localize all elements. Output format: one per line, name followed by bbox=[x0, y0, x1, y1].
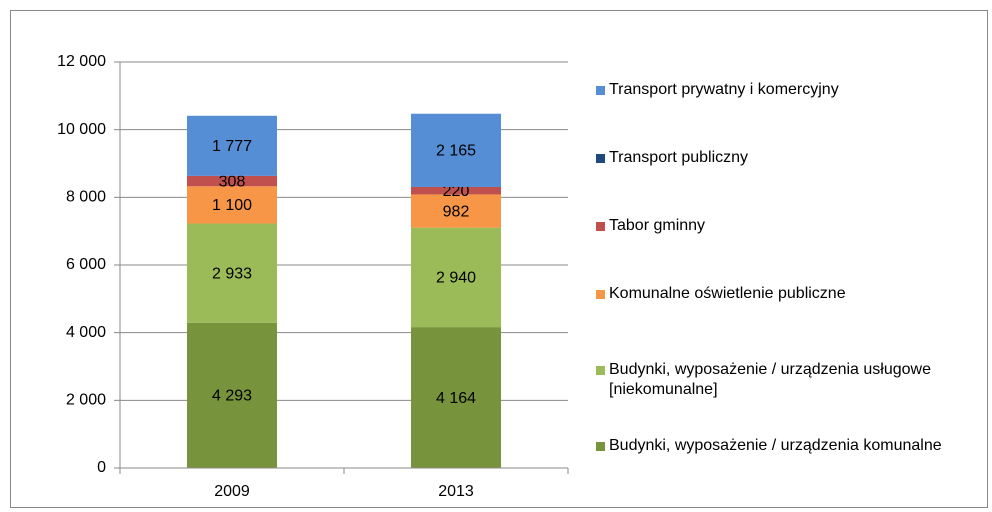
y-tick-label: 2 000 bbox=[66, 392, 106, 409]
bar-segment bbox=[187, 186, 277, 224]
legend-swatch bbox=[596, 86, 605, 95]
legend-label: Transport publiczny bbox=[609, 149, 749, 166]
y-tick-label: 4 000 bbox=[66, 324, 106, 341]
y-tick-label: 8 000 bbox=[66, 189, 106, 206]
legend-item: Budynki, wyposażenie / urządzenia usługo… bbox=[596, 360, 976, 400]
data-label: 2 165 bbox=[436, 143, 476, 160]
legend-item: Transport publiczny bbox=[596, 148, 976, 168]
legend-label: Tabor gminny bbox=[609, 217, 706, 234]
legend-item: Komunalne oświetlenie publiczne bbox=[596, 284, 976, 304]
bar-segment bbox=[187, 223, 277, 323]
data-label: 2 940 bbox=[436, 270, 476, 287]
bar-segment bbox=[187, 175, 277, 187]
legend-swatch bbox=[596, 154, 605, 163]
data-label: 1 777 bbox=[212, 138, 252, 155]
legend-item: Tabor gminny bbox=[596, 216, 976, 236]
y-tick-label: 12 000 bbox=[57, 53, 106, 70]
legend-item: Transport prywatny i komercyjny bbox=[596, 80, 976, 100]
data-label: 2 933 bbox=[212, 265, 252, 282]
legend-swatch bbox=[596, 366, 605, 375]
bar-segment bbox=[187, 115, 277, 176]
data-label: 308 bbox=[219, 173, 246, 190]
bar-segment bbox=[411, 227, 501, 328]
legend-swatch bbox=[596, 442, 605, 451]
data-label: 982 bbox=[443, 203, 470, 220]
bar-segment bbox=[411, 113, 501, 187]
y-tick-label: 6 000 bbox=[66, 256, 106, 273]
bar-segment bbox=[411, 327, 501, 468]
data-label: 220 bbox=[443, 183, 470, 200]
data-label: 4 293 bbox=[212, 388, 252, 405]
data-label: 4 164 bbox=[436, 390, 476, 407]
legend-label: Komunalne oświetlenie publiczne bbox=[609, 285, 846, 302]
legend-swatch bbox=[596, 290, 605, 299]
y-tick-label: 0 bbox=[97, 459, 106, 476]
bar-segment bbox=[187, 322, 277, 468]
legend-label: Budynki, wyposażenie / urządzenia usługo… bbox=[609, 361, 931, 398]
data-label: 1 100 bbox=[212, 197, 252, 214]
y-tick-label: 10 000 bbox=[57, 121, 106, 138]
legend-item: Budynki, wyposażenie / urządzenia komuna… bbox=[596, 436, 976, 456]
legend-label: Transport prywatny i komercyjny bbox=[609, 81, 839, 98]
chart-frame bbox=[10, 10, 988, 508]
bar-segment bbox=[411, 186, 501, 195]
bar-segment bbox=[411, 194, 501, 228]
legend-label: Budynki, wyposażenie / urządzenia komuna… bbox=[609, 437, 942, 454]
x-tick-label: 2013 bbox=[438, 483, 474, 500]
x-tick-label: 2009 bbox=[214, 483, 250, 500]
legend-swatch bbox=[596, 222, 605, 231]
